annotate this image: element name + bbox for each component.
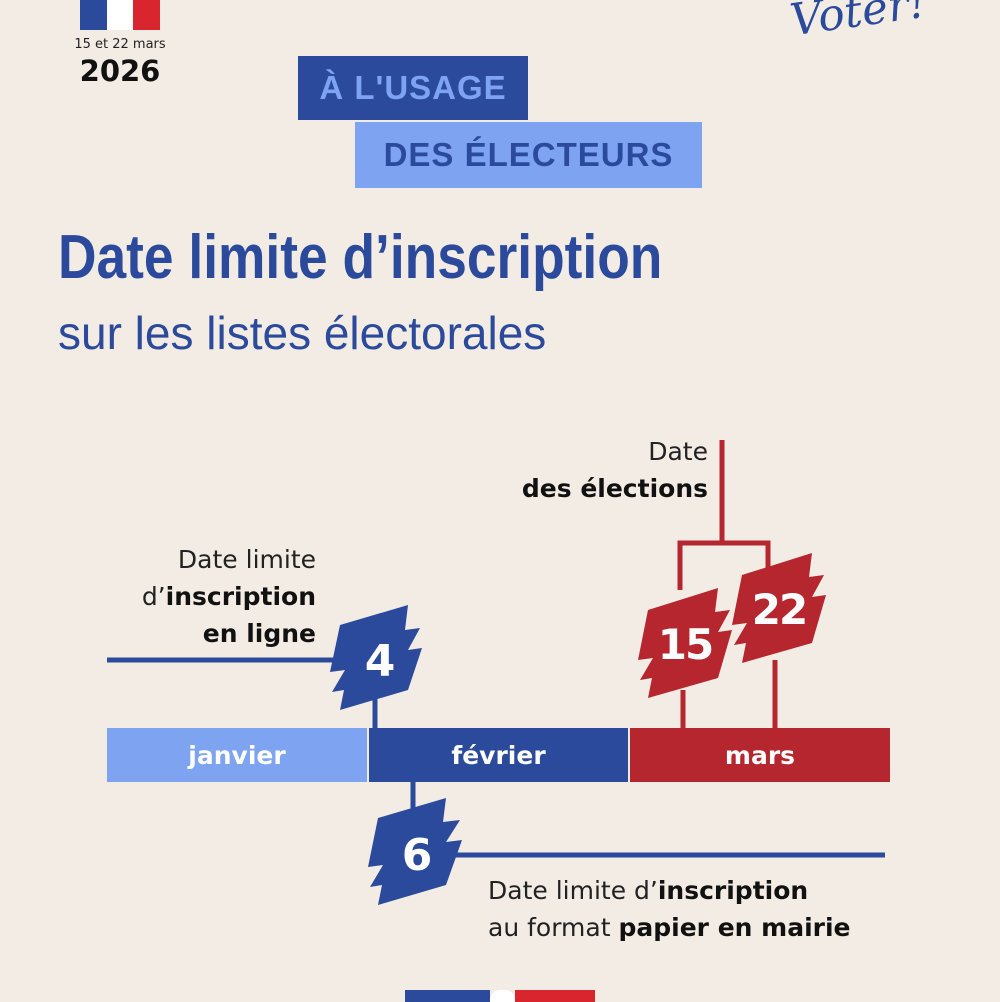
label-part: au format	[488, 913, 619, 942]
usage-badge: À L'USAGE	[298, 56, 528, 120]
elections-bracket	[677, 440, 725, 590]
label-line: en ligne	[142, 615, 316, 652]
day-4: 4	[364, 636, 396, 687]
paper-deadline-label: Date limite d’inscription au format papi…	[488, 872, 851, 946]
election-year: 2026	[79, 54, 161, 88]
label-bold: en ligne	[202, 619, 316, 648]
day-6: 6	[401, 830, 433, 881]
label-part: d’	[141, 582, 166, 611]
label-bold: des élections	[521, 474, 708, 503]
french-flag-icon	[80, 0, 160, 30]
page-title: Date limite d’inscription	[58, 223, 663, 292]
republique-francaise-logo	[405, 990, 595, 1002]
label-bold: inscription	[657, 876, 809, 905]
label-line: Date limite	[177, 545, 316, 574]
page-subtitle: sur les listes électorales	[58, 307, 547, 359]
label-line: Date limite d’inscription	[488, 872, 851, 909]
label-part: Date limite d’	[488, 876, 658, 905]
month-janvier: janvier	[107, 728, 367, 782]
day-22-shape	[732, 553, 826, 663]
day-4-shape	[330, 605, 422, 710]
elections-label: Date des élections	[522, 433, 708, 507]
day-15: 15	[657, 620, 714, 669]
electeurs-badge: DES ÉLECTEURS	[355, 122, 702, 188]
label-line: des élections	[522, 470, 708, 507]
label-bold: inscription	[165, 582, 316, 611]
label-line: d’inscription	[142, 578, 316, 615]
election-dates: 15 et 22 mars	[74, 37, 166, 52]
label-bold: papier en mairie	[618, 913, 851, 942]
day-22: 22	[751, 585, 808, 634]
label-line: au format papier en mairie	[488, 909, 851, 946]
month-fevrier: février	[369, 728, 628, 782]
day-15-shape	[638, 588, 732, 698]
day-6-shape	[368, 798, 462, 905]
month-mars: mars	[630, 728, 890, 782]
online-deadline-label: Date limite d’inscription en ligne	[142, 541, 316, 652]
label-line: Date	[648, 437, 708, 466]
